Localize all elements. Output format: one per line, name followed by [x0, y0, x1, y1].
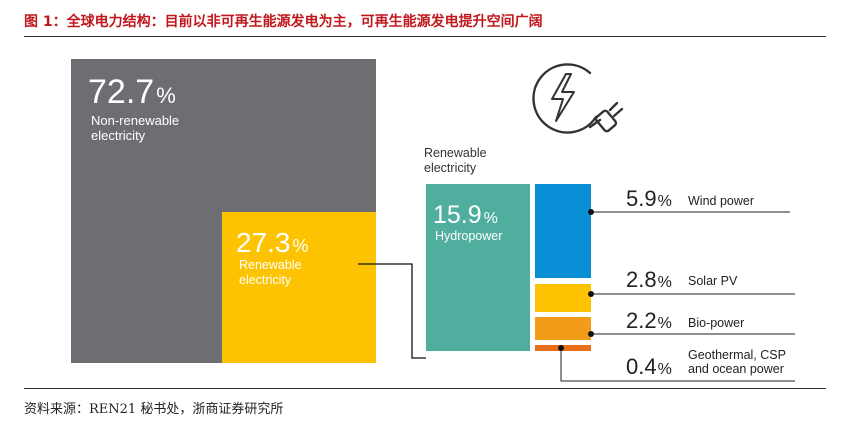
hydropower-label: Hydropower — [435, 229, 502, 243]
svg-text:Solar PV: Solar PV — [688, 274, 738, 288]
non-renewable-label: Non-renewable electricity — [91, 113, 179, 143]
geothermal-callout: 0.4% Geothermal, CSP and ocean power — [558, 345, 795, 382]
renewable-connector — [358, 263, 426, 359]
renewable-label: Renewable electricity — [239, 258, 302, 287]
svg-text:2.2%: 2.2% — [626, 308, 672, 333]
svg-text:0.4%: 0.4% — [626, 354, 672, 379]
wind-block — [535, 184, 591, 278]
svg-text:Wind power: Wind power — [688, 194, 754, 208]
renewable-breakdown-title: Renewable electricity — [424, 146, 487, 175]
top-divider — [24, 36, 826, 37]
source-note: 资料来源：REN21 秘书处，浙商证券研究所 — [24, 402, 284, 417]
renewable-pct: 27.3% — [236, 227, 309, 258]
svg-text:5.9%: 5.9% — [626, 186, 672, 211]
non-renewable-pct: 72.7% — [88, 73, 176, 111]
wind-callout: 5.9% Wind power — [588, 186, 790, 215]
figure-title: 图 1：全球电力结构：目前以非可再生能源发电为主，可再生能源发电提升空间广阔 — [24, 14, 543, 30]
renewable-block — [222, 212, 376, 363]
solar-callout: 2.8% Solar PV — [588, 267, 795, 297]
solar-block — [535, 284, 591, 312]
plug-lightning-icon — [532, 63, 624, 134]
hydropower-block — [426, 184, 530, 351]
svg-text:2.8%: 2.8% — [626, 267, 672, 292]
hydropower-pct: 15.9% — [433, 201, 498, 229]
svg-text:Bio-power: Bio-power — [688, 316, 744, 330]
bio-block — [535, 317, 591, 340]
bottom-divider — [24, 388, 826, 389]
bio-callout: 2.2% Bio-power — [588, 308, 795, 337]
